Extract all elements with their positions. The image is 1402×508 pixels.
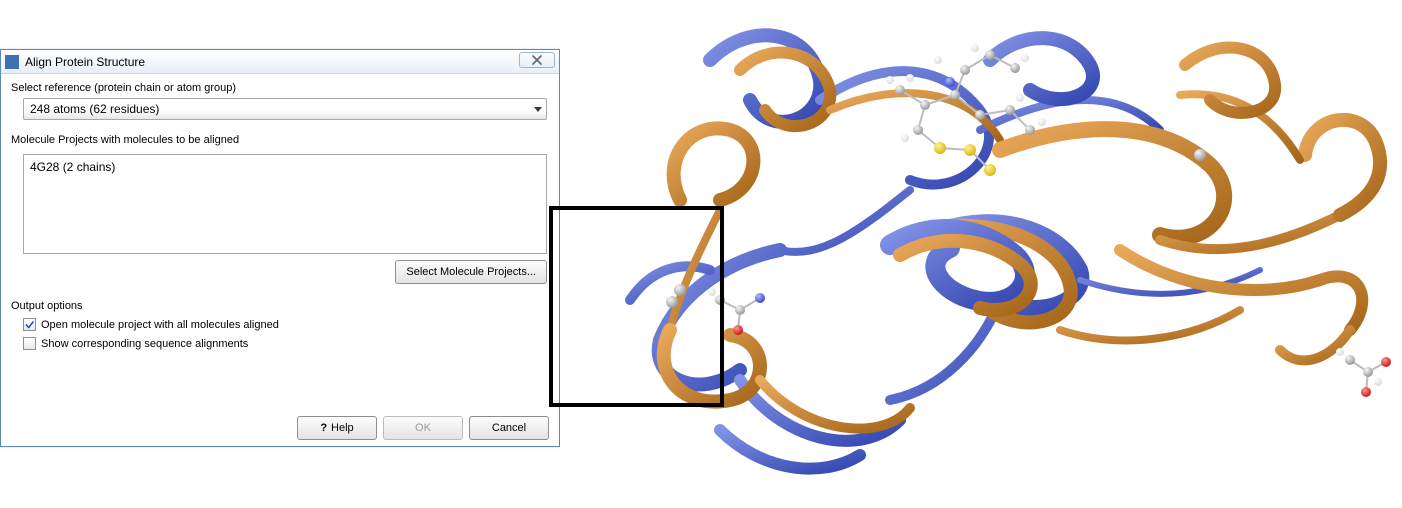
projects-label: Molecule Projects with molecules to be a… — [11, 134, 549, 146]
align-protein-structure-dialog: Align Protein Structure Select reference… — [0, 49, 560, 447]
ok-button[interactable]: OK — [383, 416, 463, 440]
open-project-checkbox[interactable] — [23, 318, 36, 331]
select-molecule-projects-button[interactable]: Select Molecule Projects... — [395, 260, 547, 284]
output-options-label: Output options — [11, 300, 549, 312]
reference-combo[interactable]: 248 atoms (62 residues) — [23, 98, 547, 120]
show-alignments-checkbox[interactable] — [23, 337, 36, 350]
chevron-down-icon — [534, 102, 542, 116]
reference-combo-value: 248 atoms (62 residues) — [30, 102, 159, 116]
dialog-titlebar: Align Protein Structure — [1, 50, 559, 74]
close-icon — [531, 55, 543, 65]
help-icon: ? — [320, 422, 327, 434]
show-alignments-checkbox-label: Show corresponding sequence alignments — [41, 338, 248, 350]
highlight-rectangle — [549, 206, 724, 407]
dialog-body: Select reference (protein chain or atom … — [1, 74, 559, 446]
projects-listbox[interactable]: 4G28 (2 chains) — [23, 154, 547, 254]
list-item[interactable]: 4G28 (2 chains) — [30, 159, 540, 175]
dialog-title: Align Protein Structure — [25, 55, 145, 69]
open-project-checkbox-row: Open molecule project with all molecules… — [23, 318, 549, 331]
select-reference-label: Select reference (protein chain or atom … — [11, 82, 549, 94]
open-project-checkbox-label: Open molecule project with all molecules… — [41, 319, 279, 331]
close-button[interactable] — [519, 52, 555, 68]
cancel-button[interactable]: Cancel — [469, 416, 549, 440]
dialog-footer-buttons: ? Help OK Cancel — [11, 402, 549, 440]
show-alignments-checkbox-row: Show corresponding sequence alignments — [23, 337, 549, 350]
help-button[interactable]: ? Help — [297, 416, 377, 440]
app-icon — [5, 55, 19, 69]
